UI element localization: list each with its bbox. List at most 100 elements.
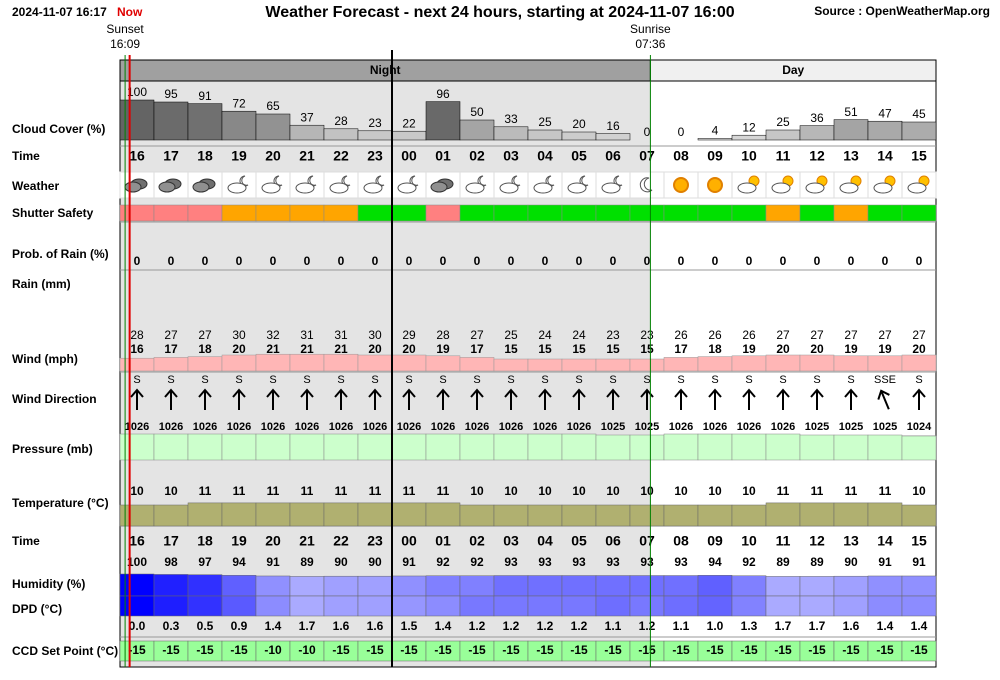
wind-bar [153,357,189,372]
cloud-value: 65 [266,99,280,113]
sunset-time: 16:09 [110,37,140,51]
shutter-cell [391,204,427,222]
cloud-bar [391,130,427,141]
source: Source : OpenWeatherMap.org [814,4,990,18]
rain-prob: 0 [270,254,277,268]
pressure-bar [187,433,223,461]
humidity-value: 91 [402,555,416,569]
rain-prob: 0 [780,254,787,268]
shutter-cell [901,204,937,222]
humidity-bar [697,575,733,597]
wind-speed: 15 [572,342,586,356]
cloud-shape [295,182,315,194]
cloud-value: 36 [810,111,824,125]
arrow-shape [232,388,246,410]
cloud-value: 95 [164,87,178,101]
humidity-bar [425,575,461,597]
wind-dir: S [609,374,616,386]
dpd-value: 1.2 [537,619,554,633]
humidity-value: 97 [198,555,212,569]
weather-icon [561,171,597,199]
rain-prob: 0 [882,254,889,268]
wind-dir: S [711,374,718,386]
pressure-bar [255,433,291,461]
cloud-bar [119,99,155,141]
weather-icon [425,171,461,199]
cloud-shape [329,182,349,194]
ccd-value: -15 [638,643,656,657]
humidity-value: 91 [912,555,926,569]
wind-bar [901,354,937,372]
temp-value: 10 [640,484,654,498]
humidity-value: 92 [470,555,484,569]
dpd-cell [527,595,563,617]
temp-value: 10 [708,484,722,498]
wind-arrow [674,388,688,410]
hour: 12 [809,148,825,164]
temp-bar [357,502,393,527]
dpd-value: 1.2 [503,619,520,633]
temp-value: 10 [130,484,144,498]
wind-bar [765,354,801,372]
hour: 09 [707,148,723,164]
shutter-cell [289,204,325,222]
temp-bar [833,502,869,527]
pressure-value: 1026 [431,421,455,433]
dpd-value: 0.0 [129,619,146,633]
hour: 04 [537,148,553,164]
hour: 14 [877,148,893,164]
hour: 13 [843,148,859,164]
dpd-cell [187,595,223,617]
humidity-bar [595,575,631,597]
rain-prob: 0 [542,254,549,268]
cloud-bar [323,128,359,141]
cloud-value: 4 [712,124,719,138]
pressure-bar [221,433,257,461]
humidity-value: 93 [674,555,688,569]
wind-bar [493,358,529,372]
dpd-value: 1.6 [843,619,860,633]
pressure-value: 1026 [397,421,421,433]
rain-prob: 0 [508,254,515,268]
humidity-value: 92 [436,555,450,569]
rain-prob: 0 [236,254,243,268]
pressure-bar [153,433,189,461]
cloud-bar [867,120,903,141]
temp-bar [697,504,733,527]
temp-value: 10 [742,484,756,498]
hour: 06 [605,148,621,164]
wind-dir: S [337,374,344,386]
wind-arrow [130,388,144,410]
wind-dir: S [269,374,276,386]
cloud-value: 96 [436,87,450,101]
wind-speed: 20 [402,342,416,356]
cloud-value: 20 [572,117,586,131]
ccd-value: -15 [196,643,214,657]
temp-value: 11 [879,484,892,498]
humidity-bar [357,575,393,597]
pressure-value: 1025 [873,421,897,433]
wind-dir: S [779,374,786,386]
hour: 15 [911,148,927,164]
humidity-value: 89 [810,555,824,569]
temp-bar [493,504,529,527]
arrow-shape [912,388,926,410]
wind-speed: 15 [538,342,552,356]
cloud-shape [124,181,142,193]
wind-dir: S [507,374,514,386]
cloud-value: 47 [878,106,892,120]
temp-value: 10 [504,484,518,498]
humidity-bar [459,575,495,597]
temp-value: 11 [403,484,416,498]
pressure-bar [663,433,699,461]
weather-cell [799,171,835,199]
pressure-value: 1026 [465,421,489,433]
arrow-shape [402,388,416,410]
pressure-bar [289,433,325,461]
wind-speed: 17 [674,342,688,356]
humidity-value: 91 [878,555,892,569]
shutter-cell [833,204,869,222]
rain-prob: 0 [848,254,855,268]
temp-value: 10 [606,484,620,498]
hour: 11 [776,148,791,164]
